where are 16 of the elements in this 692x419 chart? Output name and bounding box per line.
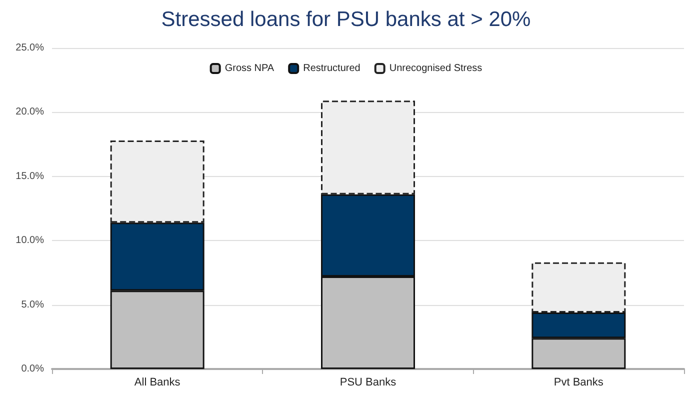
legend-label: Gross NPA: [224, 63, 274, 74]
x-tick-label: PSU Banks: [340, 376, 397, 388]
x-tick-label: All Banks: [134, 376, 181, 388]
y-tick-label: 25.0%: [16, 42, 44, 54]
x-tick-label: Pvt Banks: [554, 376, 604, 388]
bar: [321, 100, 415, 194]
y-tick-label: 20.0%: [16, 106, 44, 118]
bar: [532, 262, 626, 313]
y-tick-label: 0.0%: [21, 364, 44, 374]
y-tick-label: 5.0%: [21, 299, 44, 310]
chart-title: Stressed loans for PSU banks at > 20%: [161, 8, 531, 31]
y-tick-label: 10.0%: [16, 235, 44, 246]
y-tick-label: 15.0%: [16, 170, 44, 182]
legend-label: Unrecognised Stress: [389, 63, 482, 74]
legend-label: Restructured: [303, 63, 360, 74]
bar: [110, 140, 204, 223]
